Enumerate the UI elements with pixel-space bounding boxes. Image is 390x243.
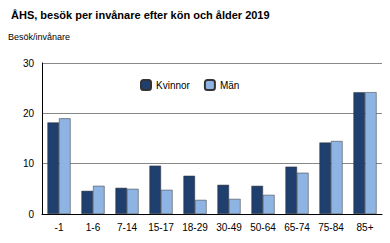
svg-text:30: 30 (23, 58, 35, 69)
svg-text:18-29: 18-29 (182, 222, 208, 233)
svg-text:50-64: 50-64 (250, 222, 276, 233)
svg-text:0: 0 (28, 209, 34, 220)
svg-text:7-14: 7-14 (117, 222, 137, 233)
svg-text:Besök/invånare: Besök/invånare (8, 32, 70, 42)
svg-text:10: 10 (23, 158, 35, 169)
svg-text:Kvinnor: Kvinnor (156, 80, 191, 91)
svg-text:15-17: 15-17 (148, 222, 174, 233)
svg-text:65-74: 65-74 (284, 222, 310, 233)
svg-text:75-84: 75-84 (318, 222, 344, 233)
svg-text:Män: Män (220, 80, 239, 91)
svg-text:1-6: 1-6 (86, 222, 101, 233)
svg-text:ÅHS, besök per invånare efter: ÅHS, besök per invånare efter kön och ål… (11, 9, 270, 21)
svg-text:85+: 85+ (357, 222, 374, 233)
svg-text:30-49: 30-49 (216, 222, 242, 233)
svg-text:20: 20 (23, 108, 35, 119)
svg-text:-1: -1 (55, 222, 64, 233)
